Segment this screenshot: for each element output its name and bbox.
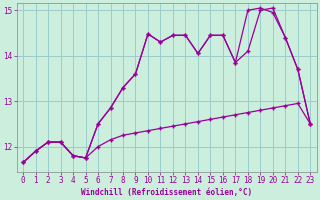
X-axis label: Windchill (Refroidissement éolien,°C): Windchill (Refroidissement éolien,°C) xyxy=(81,188,252,197)
